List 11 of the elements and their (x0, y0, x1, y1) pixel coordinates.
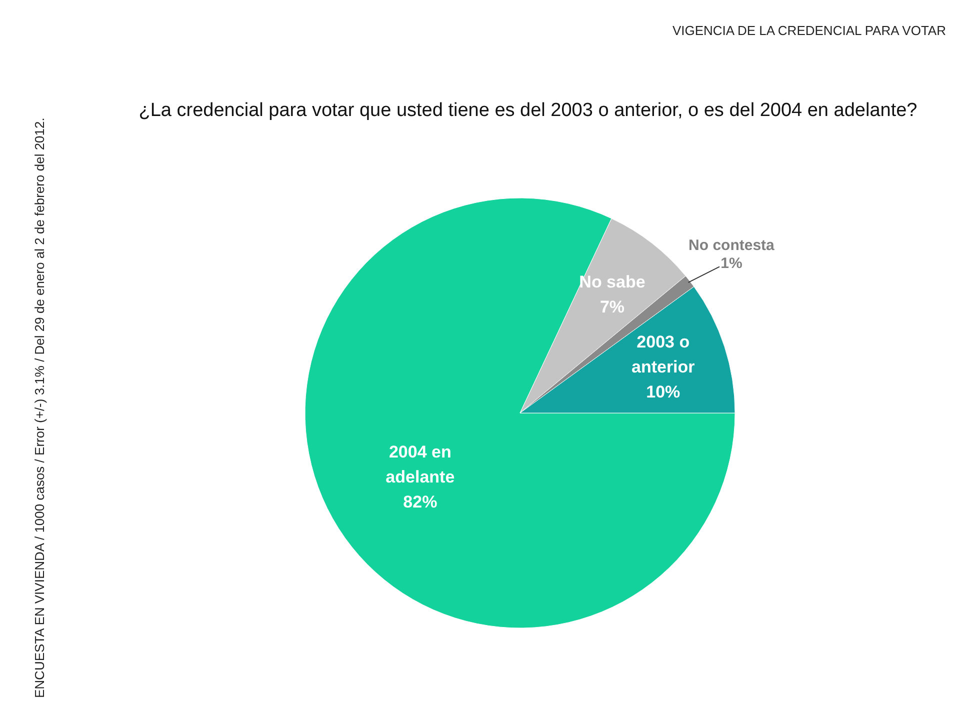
text: ENCUESTA EN VIVIENDA / 1000 casos / Error (+/-) 3.1% / Del 29 de enero al 2 de febrero del 2012. (32, 118, 47, 698)
chart-title: ¿La credencial para votar que usted tiene es del 2003 o anterior, o es del 2004 en adelante? (138, 100, 918, 121)
text: VIGENCIA DE LA CREDENCIAL PARA VOTAR (672, 23, 946, 38)
data-label: 10% (646, 382, 680, 402)
slice-label: No sabe (579, 272, 646, 292)
data-label: 7% (600, 298, 625, 317)
data-label: 82% (403, 492, 438, 512)
data-label: 1% (720, 255, 742, 272)
slice-label: No contesta (688, 237, 776, 254)
slice-label: 2004 en adelante (386, 442, 455, 486)
slice-label: 2003 o anterior (631, 332, 696, 376)
